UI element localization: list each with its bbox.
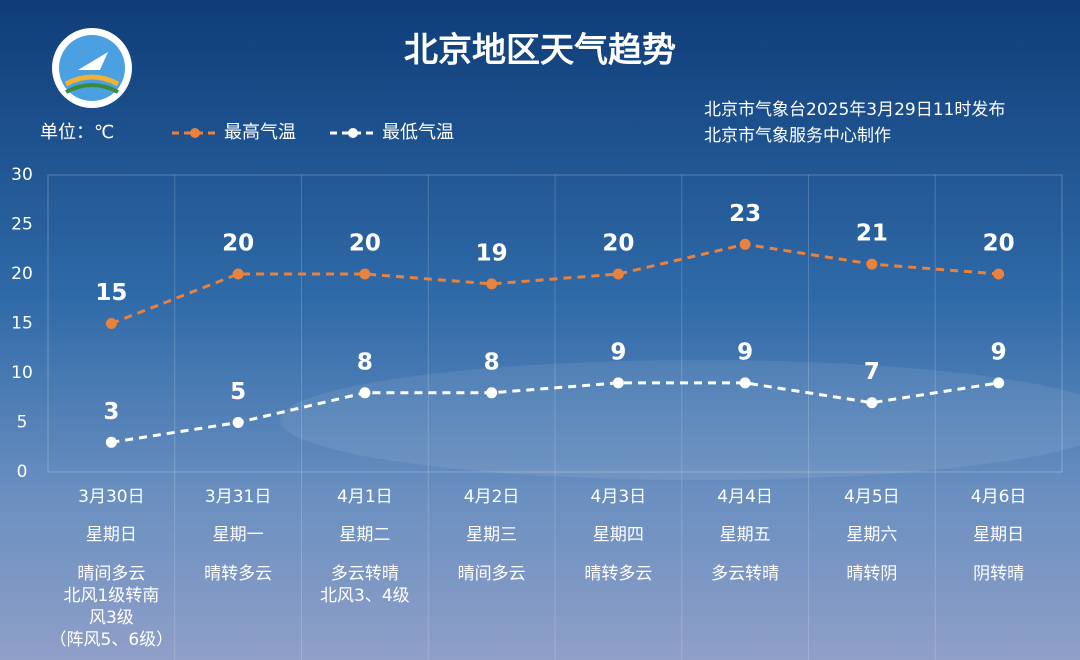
weekday-label: 星期六 [846, 525, 897, 545]
legend-label: 最高气温 [224, 122, 296, 143]
data-point [993, 268, 1005, 280]
data-point [105, 436, 117, 448]
legend-marker [348, 128, 358, 138]
data-point [232, 417, 244, 428]
data-label: 3 [103, 399, 119, 425]
weather-label: 多云转晴 [711, 564, 779, 584]
weekday-label: 星期三 [466, 525, 517, 545]
y-tick-label: 0 [17, 462, 28, 482]
data-label: 8 [484, 349, 500, 375]
weather-label: 北风3、4级 [320, 586, 410, 606]
y-tick-label: 15 [11, 314, 33, 334]
data-label: 15 [95, 280, 127, 306]
data-label: 23 [729, 201, 761, 227]
data-label: 9 [737, 339, 753, 365]
data-label: 7 [864, 359, 880, 385]
date-label: 4月3日 [591, 487, 647, 507]
data-label: 19 [476, 240, 508, 266]
data-label: 5 [230, 379, 246, 405]
weather-label: 晴转阴 [846, 564, 897, 584]
legend-marker [190, 128, 200, 138]
weekday-label: 星期五 [720, 525, 771, 545]
data-point [612, 268, 624, 280]
data-point [993, 377, 1005, 389]
weather-label: （阵风5、6级） [50, 630, 174, 650]
data-label: 20 [983, 231, 1015, 257]
date-label: 3月30日 [78, 487, 144, 507]
data-label: 8 [357, 349, 373, 375]
chart-title: 北京地区天气趋势 [404, 31, 676, 71]
data-point [866, 397, 878, 409]
y-tick-label: 10 [11, 363, 33, 383]
data-point [739, 377, 751, 389]
source-line: 北京市气象服务中心制作 [704, 126, 891, 146]
weekday-label: 星期一 [213, 525, 264, 545]
y-tick-label: 5 [17, 413, 28, 433]
date-label: 4月4日 [717, 487, 773, 507]
data-label: 9 [610, 339, 626, 365]
y-tick-label: 20 [11, 264, 33, 284]
data-point [739, 238, 751, 250]
weekday-label: 星期二 [339, 525, 390, 545]
weather-label: 晴间多云 [458, 564, 526, 584]
data-point [486, 278, 498, 290]
data-label: 20 [349, 231, 381, 257]
logo [52, 28, 132, 108]
weather-label: 晴转多云 [204, 564, 272, 584]
weekday-label: 星期日 [86, 525, 137, 545]
y-tick-label: 25 [11, 215, 33, 235]
weather-label: 多云转晴 [331, 564, 399, 584]
weather-label: 北风1级转南 [63, 586, 159, 606]
data-label: 9 [991, 339, 1007, 365]
data-point [105, 318, 117, 329]
data-point [866, 258, 878, 270]
cloud [280, 360, 1080, 480]
date-label: 4月2日 [464, 487, 520, 507]
data-point [232, 268, 244, 280]
plot-border [47, 174, 1063, 473]
source-line: 北京市气象台2025年3月29日11时发布 [704, 100, 1005, 120]
series-line [110, 242, 999, 325]
data-point [359, 387, 371, 399]
legend-label: 最低气温 [382, 122, 454, 143]
date-label: 4月5日 [844, 487, 900, 507]
data-label: 21 [856, 221, 888, 247]
weather-label: 晴间多云 [77, 564, 145, 584]
data-label: 20 [602, 231, 634, 257]
data-label: 20 [222, 231, 254, 257]
series-line [111, 381, 999, 444]
date-label: 4月6日 [971, 487, 1027, 507]
weather-label: 风3级 [89, 608, 134, 628]
weather-label: 阴转晴 [973, 564, 1024, 584]
weather-label: 晴转多云 [584, 564, 652, 584]
weekday-label: 星期四 [593, 525, 644, 545]
unit-label: 单位：℃ [40, 122, 114, 143]
y-tick-label: 30 [11, 165, 33, 185]
date-label: 4月1日 [337, 487, 393, 507]
data-point [359, 268, 371, 280]
weekday-label: 星期日 [973, 525, 1024, 545]
date-label: 3月31日 [205, 487, 271, 507]
data-point [612, 377, 624, 389]
data-point [486, 387, 498, 399]
